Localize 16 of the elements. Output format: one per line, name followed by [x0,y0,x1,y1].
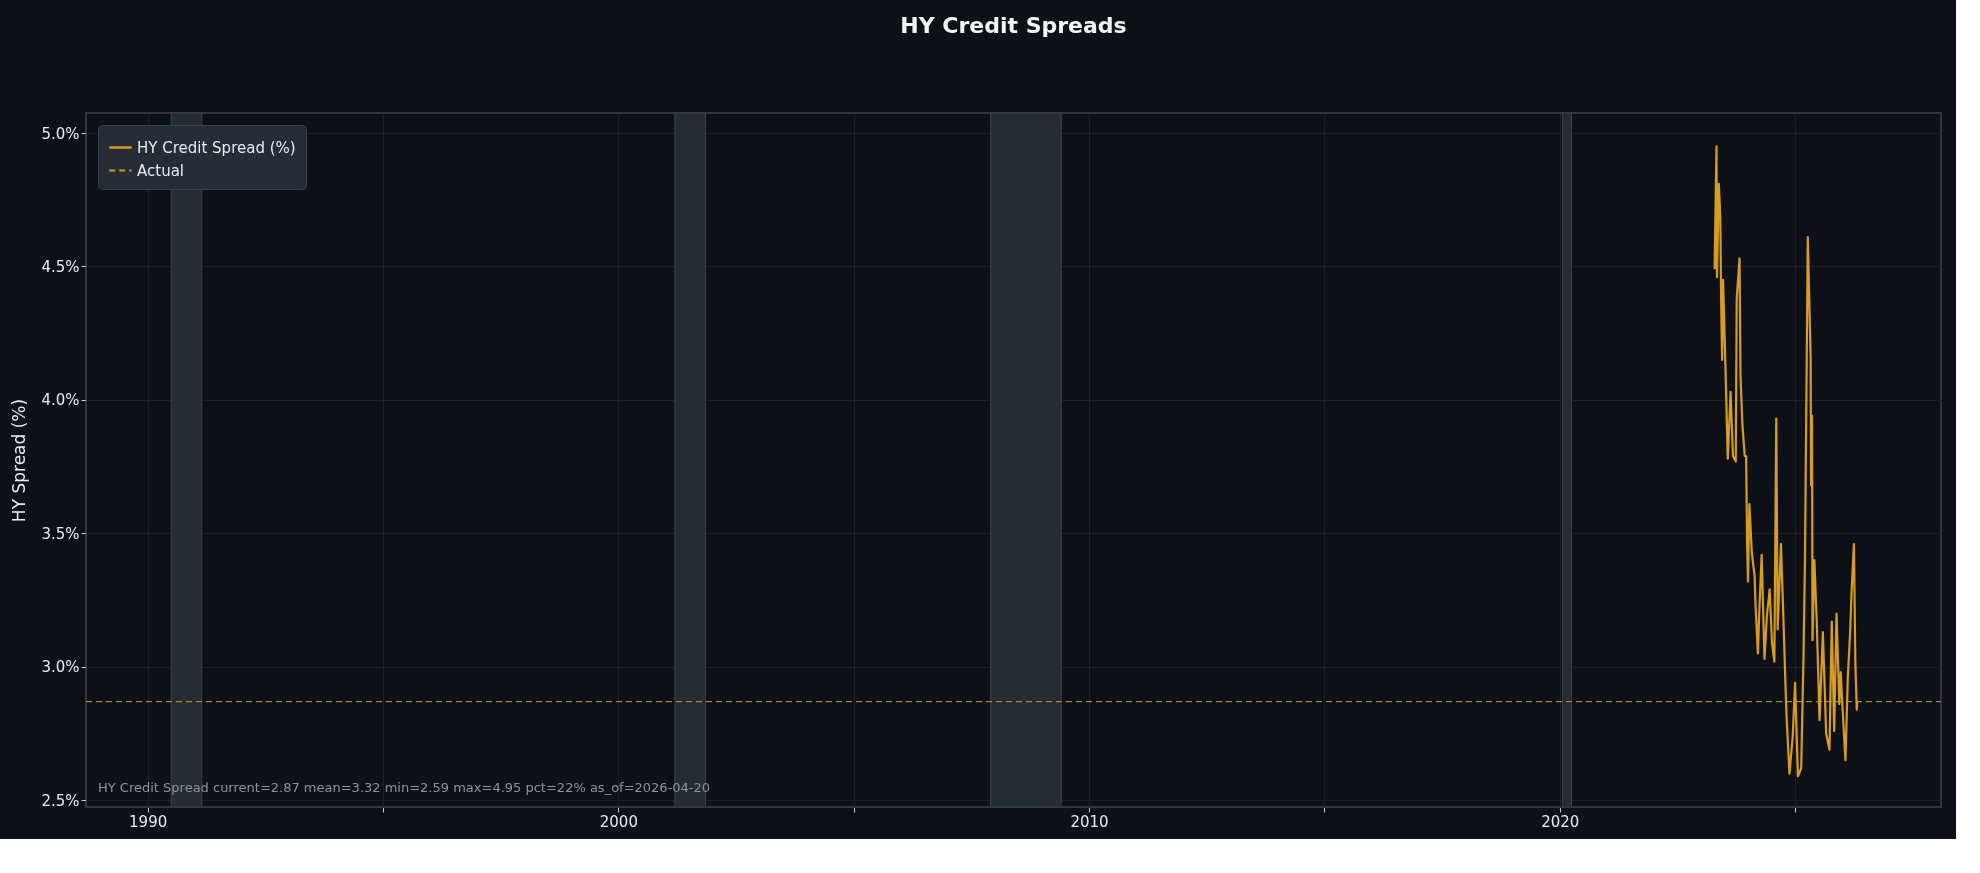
y-axis-title: HY Spread (%) [9,398,30,523]
y-tick-label: 2.5% [41,791,80,810]
x-tick-label: 1990 [129,812,168,831]
legend-label: HY Credit Spread (%) [137,138,296,157]
y-tick-label: 3.5% [41,524,80,543]
annotation: HY Credit Spread current=2.87 mean=3.32 min=2.59 max=4.95 pct=22% as_of=2026-04-20 [98,780,711,795]
y-tick-label: 4.0% [41,391,80,410]
x-tick-label: 2020 [1541,812,1580,831]
y-tick-label: 4.5% [41,257,80,276]
legend-label: Actual [137,161,184,180]
chart-title: HY Credit Spreads [900,12,1127,38]
line-series [1713,145,1859,778]
y-tick-label: 3.0% [41,658,80,677]
x-tick-label: 2010 [1070,812,1109,831]
x-tick-label: 2000 [599,812,638,831]
y-tick-label: 5.0% [41,124,80,143]
